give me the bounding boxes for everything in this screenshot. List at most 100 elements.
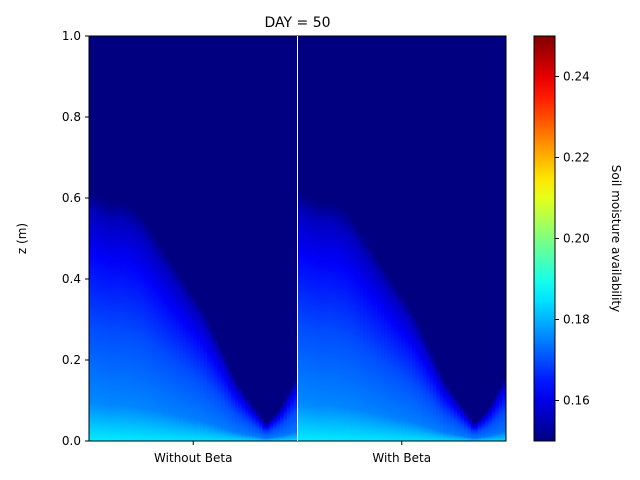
moisture-column [206,322,211,441]
moisture-column [345,212,350,441]
moisture-column [481,415,486,441]
moisture-column [415,322,420,441]
moisture-column [231,376,236,441]
moisture-column [154,238,159,441]
moisture-column [318,202,323,441]
moisture-column [377,260,382,441]
colorbar-axis: 0.16 0.18 0.20 0.22 0.24 [555,70,590,408]
moisture-column [366,243,371,441]
moisture-column [387,276,392,441]
moisture-column [460,407,465,441]
moisture-column [193,297,197,441]
moisture-column [453,397,458,441]
moisture-column [95,194,100,441]
colorbar-tick-label: 0.24 [563,70,590,84]
moisture-column [241,392,246,441]
moisture-column [151,233,156,441]
moisture-column [262,422,267,441]
moisture-column [422,337,427,441]
moisture-column [502,379,507,441]
moisture-column [325,202,329,441]
moisture-column [196,303,201,441]
colorbar-tick-label: 0.18 [563,313,590,327]
moisture-column [332,202,336,441]
moisture-column [373,254,378,441]
moisture-column [168,260,173,441]
moisture-column [147,227,152,441]
moisture-column [495,393,500,441]
moisture-column [464,412,468,441]
moisture-column [450,392,455,441]
y-tick-label: 0.8 [62,110,81,124]
moisture-column [304,194,309,441]
moisture-column [293,379,298,441]
y-tick-label: 0.4 [62,272,81,286]
colorbar [533,35,556,442]
moisture-column [172,265,177,441]
moisture-column [286,393,291,441]
moisture-column [276,411,281,441]
moisture-column [478,419,482,441]
moisture-column [92,192,97,441]
moisture-column [182,281,187,441]
chart-title: DAY = 50 [264,15,330,31]
moisture-column [269,419,274,441]
moisture-column [227,368,232,441]
moisture-column [425,344,430,441]
colorbar-label: Soil moisture availability [609,165,623,313]
moisture-column [418,329,423,441]
moisture-column [491,399,496,441]
y-tick-label: 1.0 [62,29,81,43]
moisture-column [220,352,225,441]
moisture-column [339,207,343,441]
moisture-column [137,212,142,441]
moisture-column [186,287,190,441]
moisture-column [484,411,489,441]
moisture-column [432,360,437,441]
moisture-column [356,227,361,441]
moisture-column [120,202,124,441]
moisture-column [363,238,368,441]
moisture-column [203,315,208,441]
moisture-column [88,190,93,441]
moisture-column [436,368,441,441]
y-axis-label: z (m) [15,223,29,254]
moisture-column [272,415,277,441]
moisture-column [439,376,444,441]
colorbar-tick-label: 0.22 [563,151,590,165]
moisture-column [328,202,333,441]
moisture-column [290,386,295,441]
moisture-column [165,254,170,441]
moisture-column [467,417,472,441]
moisture-column [200,308,204,441]
moisture-column [307,196,312,441]
moisture-column [443,382,448,441]
y-tick-label: 0.2 [62,353,81,367]
moisture-column [370,249,375,441]
moisture-column [335,205,340,441]
moisture-column [300,192,305,441]
moisture-column [210,329,215,441]
moisture-column [213,337,218,441]
moisture-column [252,407,256,441]
moisture-column [238,387,243,441]
x-axis: Without Beta With Beta [154,441,431,465]
moisture-column [359,233,364,441]
moisture-column [116,202,121,441]
moisture-column [179,276,184,441]
x-tick-label: Without Beta [154,451,232,465]
moisture-column [349,216,354,441]
moisture-column [99,196,104,441]
x-tick-label: With Beta [372,451,431,465]
moisture-column [106,201,111,441]
moisture-column [488,406,493,441]
panel-0 [88,36,298,441]
colorbar-tick-label: 0.16 [563,394,590,408]
moisture-column [123,202,128,441]
moisture-column [408,308,413,441]
moisture-column [446,387,451,441]
moisture-column [127,205,131,441]
moisture-column [405,303,409,441]
moisture-column [130,207,135,441]
moisture-column [245,397,250,441]
